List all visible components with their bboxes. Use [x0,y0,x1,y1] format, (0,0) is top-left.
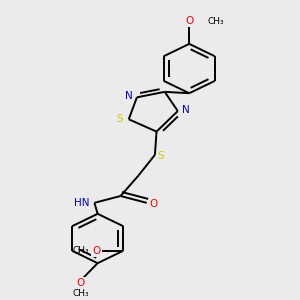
Text: O: O [185,16,194,26]
Text: N: N [125,91,133,101]
Text: O: O [150,199,158,209]
Text: N: N [182,105,190,115]
Text: O: O [76,278,85,288]
Text: CH₃: CH₃ [72,290,89,298]
Text: S: S [158,151,164,161]
Text: HN: HN [74,198,89,208]
Text: O: O [92,246,100,256]
Text: S: S [116,114,123,124]
Text: CH₃: CH₃ [207,17,224,26]
Text: CH₃: CH₃ [72,246,89,255]
